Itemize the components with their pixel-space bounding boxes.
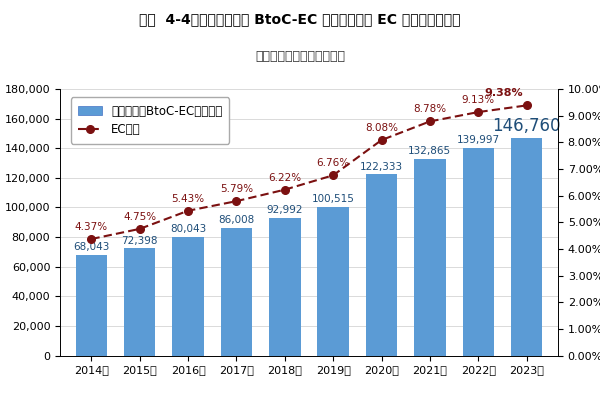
Text: 146,760: 146,760	[493, 118, 561, 135]
Text: 68,043: 68,043	[73, 242, 110, 252]
Text: 6.76%: 6.76%	[317, 158, 350, 168]
Text: 72,398: 72,398	[122, 236, 158, 246]
Text: 8.78%: 8.78%	[413, 105, 446, 114]
Legend: 物販系分野BtoC-EC市場規模, EC化率: 物販系分野BtoC-EC市場規模, EC化率	[71, 97, 229, 143]
Bar	[124, 248, 155, 356]
Text: 8.08%: 8.08%	[365, 123, 398, 133]
Text: 80,043: 80,043	[170, 224, 206, 234]
Text: 4.37%: 4.37%	[75, 222, 108, 232]
Bar	[317, 206, 349, 356]
Text: （市場規模の単位：億円）: （市場規模の単位：億円）	[255, 50, 345, 63]
Text: 5.43%: 5.43%	[172, 194, 205, 204]
Text: 9.38%: 9.38%	[484, 88, 523, 99]
Text: 5.79%: 5.79%	[220, 184, 253, 194]
Text: 9.13%: 9.13%	[461, 95, 495, 105]
Bar	[76, 255, 107, 356]
Bar	[414, 159, 446, 356]
Text: 86,008: 86,008	[218, 215, 254, 225]
Text: 139,997: 139,997	[457, 135, 500, 145]
Text: 図表  4-4：物販系分野の BtoC-EC 市場規模及び EC 化率の経年推移: 図表 4-4：物販系分野の BtoC-EC 市場規模及び EC 化率の経年推移	[139, 12, 461, 26]
Bar	[366, 174, 397, 356]
Bar	[221, 228, 252, 356]
Text: 100,515: 100,515	[312, 194, 355, 204]
Text: 92,992: 92,992	[266, 205, 303, 215]
Text: 122,333: 122,333	[360, 162, 403, 172]
Bar	[172, 237, 204, 356]
Bar	[511, 138, 542, 356]
Text: 6.22%: 6.22%	[268, 173, 301, 183]
Text: 132,865: 132,865	[409, 146, 451, 156]
Text: 4.75%: 4.75%	[123, 212, 157, 222]
Bar	[269, 218, 301, 356]
Bar	[463, 148, 494, 356]
